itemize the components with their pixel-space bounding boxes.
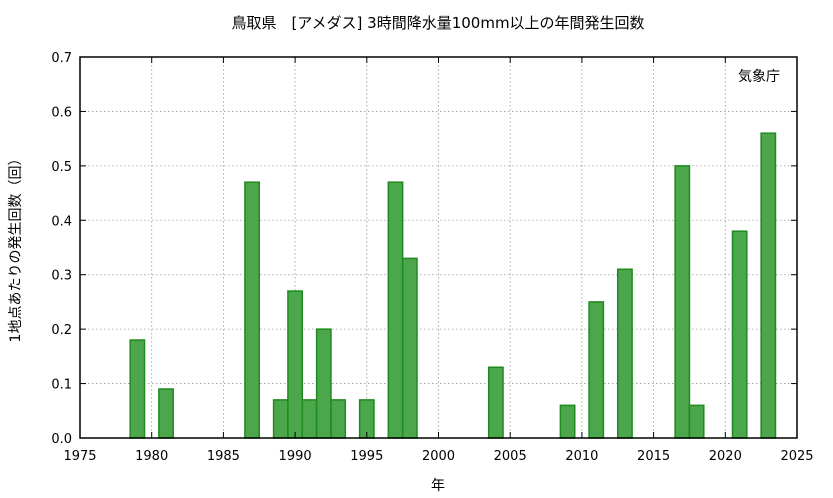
bar-2011 bbox=[588, 301, 605, 439]
bars bbox=[129, 132, 777, 439]
bar-2004 bbox=[487, 366, 504, 439]
y-tick-label: 0.6 bbox=[51, 105, 72, 120]
bar-2021 bbox=[731, 230, 748, 439]
bar-1992 bbox=[315, 328, 332, 439]
bar-2023 bbox=[760, 132, 777, 439]
y-tick-label: 0.5 bbox=[51, 160, 72, 175]
bar-1981 bbox=[158, 388, 174, 439]
x-tick-label: 1985 bbox=[207, 449, 240, 464]
x-tick-label: 2010 bbox=[565, 449, 598, 464]
y-tick-label: 0.0 bbox=[51, 432, 72, 447]
bar-2013 bbox=[617, 268, 633, 439]
x-tick-label: 1995 bbox=[350, 449, 383, 464]
x-axis-label: 年 bbox=[431, 478, 445, 494]
y-tick-label: 0.2 bbox=[51, 323, 72, 338]
bar-1987 bbox=[244, 181, 261, 439]
y-axis-ticks: 0.0 0.1 0.2 0.3 0.4 0.5 0.6 0.7 bbox=[51, 51, 797, 447]
x-tick-label: 1975 bbox=[63, 449, 96, 464]
bar-2018 bbox=[688, 404, 705, 439]
y-tick-label: 0.1 bbox=[51, 378, 72, 393]
bar-1991 bbox=[301, 399, 318, 439]
bar-1990 bbox=[287, 290, 304, 439]
x-tick-label: 2005 bbox=[494, 449, 527, 464]
x-tick-label: 2020 bbox=[709, 449, 742, 464]
y-tick-label: 0.4 bbox=[51, 214, 72, 229]
bar-2017 bbox=[674, 165, 691, 439]
x-tick-label: 2000 bbox=[422, 449, 455, 464]
bar-1997 bbox=[387, 181, 404, 439]
bar-1993 bbox=[330, 399, 347, 439]
bar-1989 bbox=[272, 399, 289, 439]
bar-1979 bbox=[129, 339, 146, 439]
bar-1998 bbox=[401, 257, 418, 439]
x-tick-label: 1990 bbox=[279, 449, 312, 464]
y-axis-label: 1地点あたりの発生回数（回） bbox=[8, 152, 24, 343]
y-tick-label: 0.7 bbox=[51, 51, 72, 66]
credit-label: 気象庁 bbox=[738, 69, 780, 85]
chart-title: 鳥取県 [アメダス] 3時間降水量100mm以上の年間発生回数 bbox=[231, 14, 644, 32]
x-tick-label: 2025 bbox=[780, 449, 813, 464]
x-tick-label: 2015 bbox=[637, 449, 670, 464]
x-axis-ticks: 1975 1980 1985 1990 1995 2000 2005 2010 2015 2020… bbox=[63, 57, 814, 464]
y-tick-label: 0.3 bbox=[51, 269, 72, 284]
x-tick-label: 1980 bbox=[135, 449, 168, 464]
bar-2009 bbox=[559, 404, 576, 439]
